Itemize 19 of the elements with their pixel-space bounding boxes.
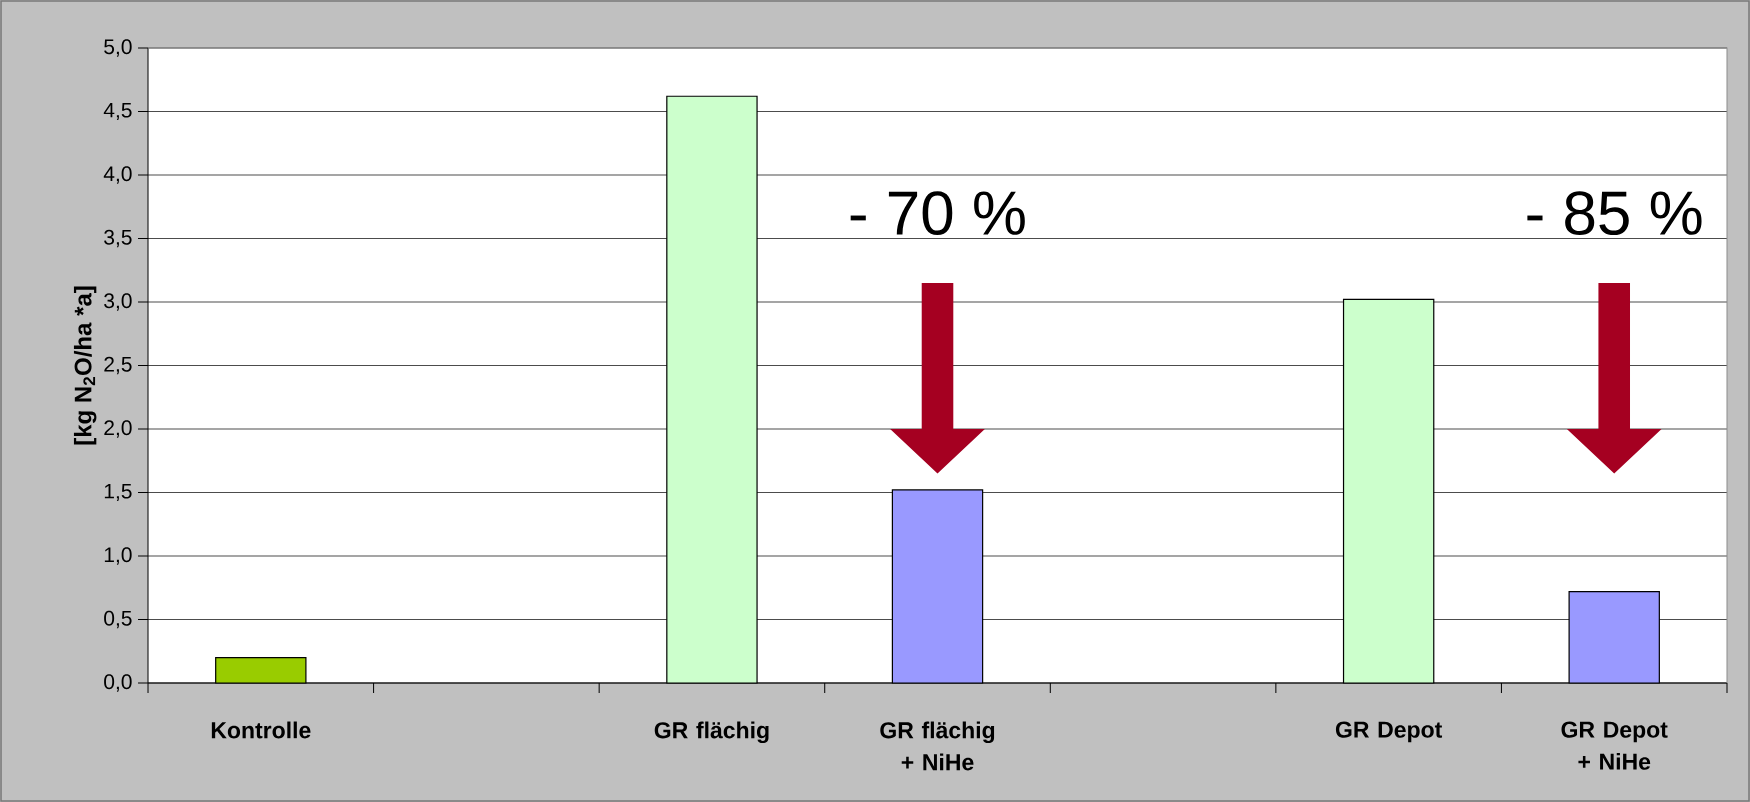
annotation: - 85 % — [1527, 191, 1702, 236]
y-tick-label: 2,5 — [104, 356, 132, 375]
y-tick-label: 2,0 — [104, 420, 132, 438]
x-tick-label: Kontrolle — [211, 721, 311, 739]
y-tick-label: 0,5 — [104, 610, 132, 629]
y-tick-label: 1,0 — [104, 547, 132, 565]
y-tick-label: 5,0 — [104, 39, 132, 57]
x-tick-label: GR Depot — [1335, 721, 1443, 743]
x-tick-label: GR Depot + NiHe — [1561, 721, 1668, 770]
y-tick-label: 1,5 — [104, 483, 132, 502]
y-tick-label: 4,0 — [103, 166, 132, 184]
y-tick-label: 0,0 — [104, 674, 132, 692]
x-tick-label: GR flächig + NiHe — [880, 721, 995, 771]
annotation: - 70 % — [850, 191, 1025, 236]
y-axis-title: [kg N$_{2}$O/ha *a] — [73, 286, 97, 445]
x-tick-label: GR flächig — [654, 721, 769, 744]
y-tick-label: 3,5 — [104, 229, 132, 248]
y-tick-label: 3,0 — [104, 293, 132, 311]
y-tick-label: 4,5 — [103, 102, 132, 121]
